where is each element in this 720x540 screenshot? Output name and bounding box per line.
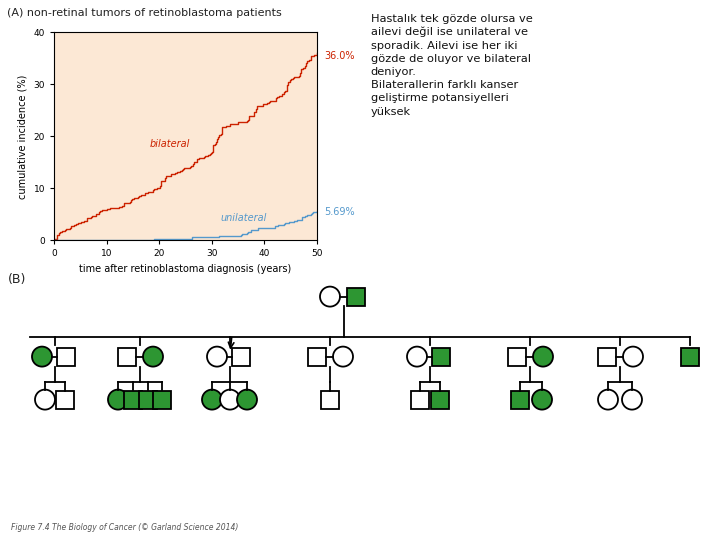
Text: Hastalık tek gözde olursa ve
ailevi değil ise unilateral ve
sporadik. Ailevi ise: Hastalık tek gözde olursa ve ailevi deği… <box>371 14 533 117</box>
Bar <box>598 348 616 366</box>
Text: 5.69%: 5.69% <box>325 207 355 217</box>
Bar <box>321 390 339 409</box>
Circle shape <box>143 347 163 367</box>
Circle shape <box>32 347 52 367</box>
Circle shape <box>333 347 353 367</box>
Bar <box>411 390 429 409</box>
Circle shape <box>237 389 257 410</box>
Circle shape <box>598 389 618 410</box>
Text: (B): (B) <box>8 273 27 286</box>
Bar <box>681 348 699 366</box>
Bar <box>57 348 75 366</box>
Circle shape <box>207 347 227 367</box>
Bar <box>308 348 326 366</box>
Bar <box>118 348 136 366</box>
Circle shape <box>533 347 553 367</box>
Text: 36.0%: 36.0% <box>325 51 355 61</box>
Circle shape <box>220 389 240 410</box>
X-axis label: time after retinoblastoma diagnosis (years): time after retinoblastoma diagnosis (yea… <box>79 264 292 274</box>
Bar <box>347 288 365 306</box>
Bar <box>511 390 529 409</box>
Circle shape <box>532 389 552 410</box>
Y-axis label: cumulative incidence (%): cumulative incidence (%) <box>18 74 28 199</box>
Circle shape <box>622 389 642 410</box>
Bar <box>431 390 449 409</box>
Circle shape <box>320 287 340 307</box>
Circle shape <box>407 347 427 367</box>
Bar <box>232 348 250 366</box>
Bar <box>432 348 450 366</box>
Text: Figure 7.4 The Biology of Cancer (© Garland Science 2014): Figure 7.4 The Biology of Cancer (© Garl… <box>11 523 238 532</box>
Bar <box>56 390 74 409</box>
Circle shape <box>202 389 222 410</box>
Circle shape <box>35 389 55 410</box>
Circle shape <box>108 389 128 410</box>
Text: (A) non-retinal tumors of retinoblastoma patients: (A) non-retinal tumors of retinoblastoma… <box>7 8 282 18</box>
Circle shape <box>623 347 643 367</box>
Text: bilateral: bilateral <box>150 139 190 148</box>
Text: unilateral: unilateral <box>220 213 266 222</box>
Bar <box>124 390 142 409</box>
Bar <box>508 348 526 366</box>
Bar <box>153 390 171 409</box>
Bar <box>139 390 157 409</box>
